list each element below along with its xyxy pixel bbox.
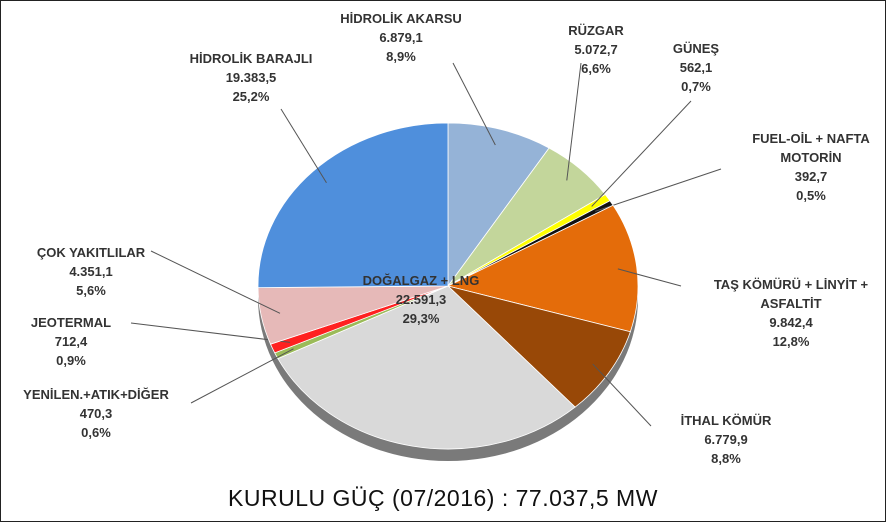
slice-value: 9.842,4 bbox=[769, 315, 813, 330]
slice-label: RÜZGAR 5.072,7 6,6% bbox=[541, 21, 651, 78]
leader-line bbox=[592, 363, 652, 427]
slice-name: HİDROLİK BARAJLI bbox=[189, 51, 313, 66]
slice-name: GÜNEŞ bbox=[672, 41, 720, 56]
pie-slice bbox=[446, 285, 631, 408]
slice-percent: 0,9% bbox=[56, 353, 86, 368]
slice-label: ÇOK YAKITLILAR 4.351,1 5,6% bbox=[1, 243, 181, 300]
slice-percent: 29,3% bbox=[402, 311, 440, 326]
slice-label: HİDROLİK BARAJLI 19.383,5 25,2% bbox=[161, 49, 341, 106]
slice-percent: 8,8% bbox=[711, 451, 741, 466]
leader-line bbox=[190, 348, 294, 404]
slice-value: 712,4 bbox=[54, 334, 88, 349]
leader-line bbox=[617, 268, 682, 287]
slice-value: 4.351,1 bbox=[69, 264, 113, 279]
slice-label: DOĞALGAZ + LNG 22.591,3 29,3% bbox=[331, 271, 511, 328]
leader-line bbox=[591, 100, 692, 207]
leader-line bbox=[566, 62, 582, 181]
slice-value: 19.383,5 bbox=[225, 70, 277, 85]
pie-slice bbox=[447, 122, 550, 288]
slice-value: 562,1 bbox=[679, 60, 713, 75]
slice-percent: 0,5% bbox=[796, 188, 826, 203]
slice-label: TAŞ KÖMÜRÜ + LİNYİT + ASFALTİT 9.842,4 12,… bbox=[691, 275, 885, 351]
slice-name: İTHAL KÖMÜR bbox=[680, 413, 772, 428]
slice-label: JEOTERMAL 712,4 0,9% bbox=[1, 313, 141, 370]
leader-line bbox=[595, 168, 722, 212]
slice-value: 470,3 bbox=[79, 406, 113, 421]
slice-percent: 8,9% bbox=[386, 49, 416, 64]
slice-name: HİDROLİK AKARSU bbox=[340, 11, 462, 26]
pie-slice bbox=[257, 122, 449, 289]
slice-value: 6.779,9 bbox=[704, 432, 748, 447]
slice-percent: 0,7% bbox=[681, 79, 711, 94]
slice-value: 392,7 bbox=[794, 169, 828, 184]
slice-label: HİDROLİK AKARSU 6.879,1 8,9% bbox=[331, 9, 471, 66]
slice-name: JEOTERMAL bbox=[30, 315, 112, 330]
slice-percent: 0,6% bbox=[81, 425, 111, 440]
slice-label: İTHAL KÖMÜR 6.779,9 8,8% bbox=[651, 411, 801, 468]
slice-name: RÜZGAR bbox=[568, 23, 624, 38]
slice-value: 5.072,7 bbox=[574, 42, 618, 57]
slice-value: 22.591,3 bbox=[395, 292, 447, 307]
slice-percent: 12,8% bbox=[772, 334, 810, 349]
slice-value: 6.879,1 bbox=[379, 30, 423, 45]
slice-label: GÜNEŞ 562,1 0,7% bbox=[641, 39, 751, 96]
slice-name: YENİLEN.+ATIK+DİĞER bbox=[23, 387, 169, 402]
slice-name: ÇOK YAKITLILAR bbox=[36, 245, 146, 260]
pie-slice bbox=[277, 285, 576, 450]
chart-title: KURULU GÜÇ (07/2016) : 77.037,5 MW bbox=[228, 485, 658, 511]
slice-name: DOĞALGAZ + LNG bbox=[362, 273, 480, 288]
slice-percent: 6,6% bbox=[581, 61, 611, 76]
slice-name: FUEL-OİL + NAFTA MOTORİN bbox=[752, 131, 870, 165]
leader-line bbox=[150, 250, 281, 314]
slice-percent: 25,2% bbox=[232, 89, 270, 104]
slice-label: YENİLEN.+ATIK+DİĞER 470,3 0,6% bbox=[1, 385, 191, 442]
leader-line bbox=[130, 322, 291, 343]
leader-line bbox=[452, 62, 496, 146]
slice-percent: 5,6% bbox=[76, 283, 106, 298]
leader-line bbox=[280, 108, 327, 184]
slice-label: FUEL-OİL + NAFTA MOTORİN 392,7 0,5% bbox=[731, 129, 885, 205]
slice-name: TAŞ KÖMÜRÜ + LİNYİT + ASFALTİT bbox=[713, 277, 869, 311]
pie-slice bbox=[446, 204, 639, 333]
